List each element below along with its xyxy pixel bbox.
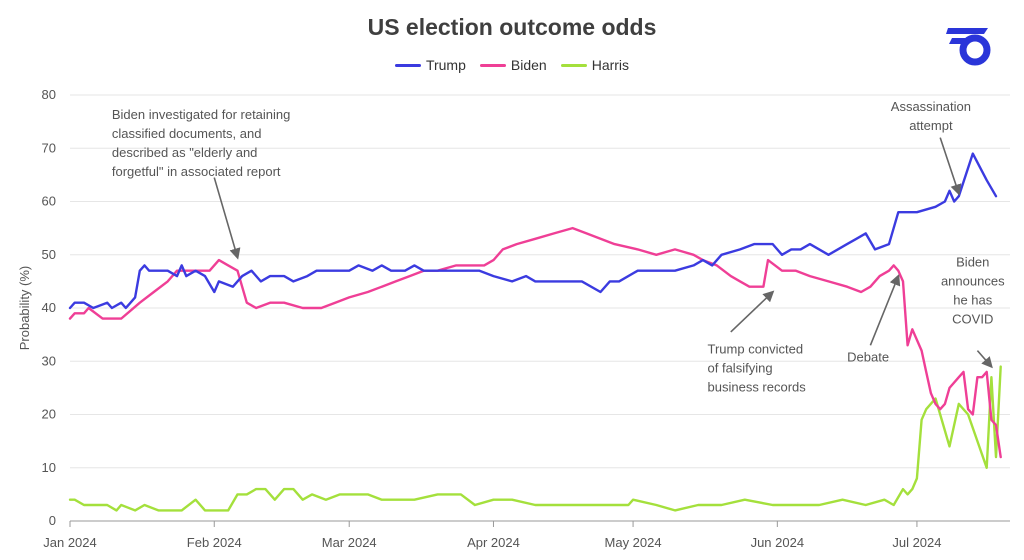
annotation: Assassination attempt xyxy=(891,99,971,196)
x-tick-label: Feb 2024 xyxy=(187,535,242,550)
annotations: Biden investigated for retaining classifi… xyxy=(112,99,1005,394)
legend-item-biden[interactable]: Biden xyxy=(479,57,547,73)
y-tick-label: 20 xyxy=(42,407,56,422)
annotation-text: Biden investigated for retaining classifi… xyxy=(112,107,291,179)
y-tick-label: 0 xyxy=(49,513,56,528)
chart-title: US election outcome odds xyxy=(367,14,657,40)
series-lines xyxy=(68,152,1002,512)
annotation-text: Biden announces he has COVID xyxy=(941,254,1005,326)
x-tick-label: Jul 2024 xyxy=(892,535,941,550)
annotation-line: business records xyxy=(708,379,807,394)
annotation-line: attempt xyxy=(909,118,953,133)
annotation-arrow xyxy=(976,350,993,369)
annotation-arrow xyxy=(939,137,962,196)
gridlines xyxy=(70,94,1010,469)
annotation-line: of falsifying xyxy=(708,360,773,375)
y-axis-label: Probability (%) xyxy=(17,266,32,351)
annotation: Biden investigated for retaining classifi… xyxy=(112,107,291,260)
annotation-line: announces xyxy=(941,273,1005,288)
annotation-line: he has xyxy=(953,292,993,307)
annotation-arrow xyxy=(869,273,901,346)
series-line-trump[interactable] xyxy=(68,152,998,310)
annotation-line: COVID xyxy=(952,311,993,326)
brand-logo-icon xyxy=(946,28,991,66)
annotation-text: Debate xyxy=(847,349,889,364)
legend-swatch-trump xyxy=(394,63,421,67)
y-tick-label: 30 xyxy=(42,353,56,368)
annotation-arrow xyxy=(213,177,241,260)
annotation: Trump convicted of falsifying business rec… xyxy=(708,290,807,394)
series-line-biden[interactable] xyxy=(68,226,1002,459)
x-tick-label: Jan 2024 xyxy=(43,535,97,550)
x-tick-label: Jun 2024 xyxy=(751,535,805,550)
legend-label-biden: Biden xyxy=(510,57,547,73)
chart-legend: Trump Biden Harris xyxy=(0,57,1024,73)
x-tick-label: Mar 2024 xyxy=(322,535,377,550)
legend-label-trump: Trump xyxy=(425,57,466,73)
series-line-harris[interactable] xyxy=(68,365,1002,512)
annotation-text: Assassination attempt xyxy=(891,99,971,133)
annotation-line: Biden xyxy=(956,254,989,269)
y-tick-label: 80 xyxy=(42,87,56,102)
annotation: Biden announces he has COVID xyxy=(941,254,1005,369)
x-tick-label: May 2024 xyxy=(605,535,662,550)
annotation-line: Biden investigated for retaining xyxy=(112,107,291,122)
y-tick-label: 10 xyxy=(42,460,56,475)
axes: 0 10 20 30 40 50 60 70 80 Jan 2024 Feb 2024 Mar 202… xyxy=(17,87,1010,550)
y-tick-label: 40 xyxy=(42,300,56,315)
annotation-line: Trump convicted xyxy=(708,341,804,356)
legend-item-trump[interactable]: Trump xyxy=(394,57,466,73)
legend-swatch-harris xyxy=(560,63,587,67)
y-tick-label: 70 xyxy=(42,140,56,155)
annotation-line: described as "elderly and xyxy=(112,145,258,160)
annotation-line: classified documents, and xyxy=(112,126,262,141)
annotation-text: Trump convicted of falsifying business rec… xyxy=(708,341,807,394)
annotation-line: forgetful" in associated report xyxy=(112,164,281,179)
legend-swatch-biden xyxy=(479,63,506,67)
legend-item-harris[interactable]: Harris xyxy=(560,57,630,73)
annotation: Debate xyxy=(847,273,901,364)
annotation-arrow xyxy=(730,290,775,333)
annotation-line: Debate xyxy=(847,349,889,364)
annotation-line: Assassination xyxy=(891,99,971,114)
x-tick-label: Apr 2024 xyxy=(467,535,520,550)
y-tick-label: 50 xyxy=(42,247,56,262)
legend-label-harris: Harris xyxy=(591,57,630,73)
y-tick-label: 60 xyxy=(42,194,56,209)
